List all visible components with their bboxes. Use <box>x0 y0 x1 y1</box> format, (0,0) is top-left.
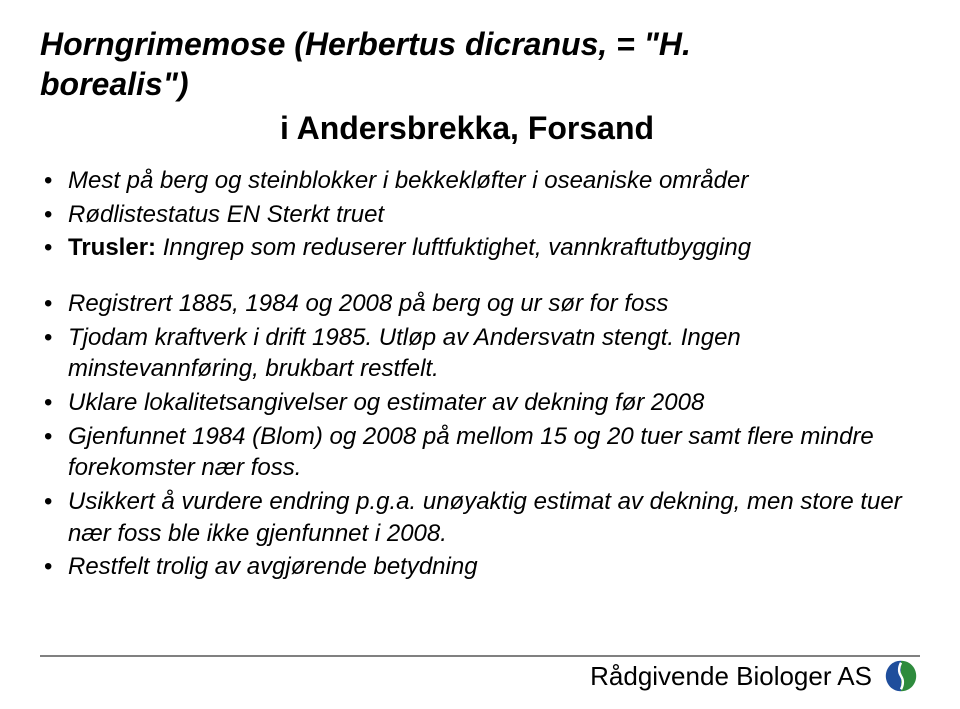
bullet-text: Restfelt trolig av avgjørende betydning <box>68 553 478 580</box>
list-item: Mest på berg og steinblokker i bekkekløf… <box>68 165 920 197</box>
bullet-text: Uklare lokalitetsangivelser og estimater… <box>68 389 704 416</box>
list-item: Gjenfunnet 1984 (Blom) og 2008 på mellom… <box>68 421 920 484</box>
bullet-text: Tjodam kraftverk i drift 1985. Utløp av … <box>68 324 741 383</box>
list-item: Trusler: Inngrep som reduserer luftfukti… <box>68 232 920 264</box>
list-item: Rødlistestatus EN Sterkt truet <box>68 199 920 231</box>
list-item: Uklare lokalitetsangivelser og estimater… <box>68 387 920 419</box>
bullet-list: Mest på berg og steinblokker i bekkekløf… <box>40 165 920 583</box>
title-line-2: borealis") <box>40 66 189 102</box>
list-item: Usikkert å vurdere endring p.g.a. unøyak… <box>68 486 920 549</box>
bullet-text: Usikkert å vurdere endring p.g.a. unøyak… <box>68 488 902 547</box>
company-logo-icon <box>882 657 920 695</box>
slide: Horngrimemose (Herbertus dicranus, = "H.… <box>0 0 960 709</box>
slide-title: Horngrimemose (Herbertus dicranus, = "H.… <box>40 24 920 104</box>
bullet-text: Rødlistestatus EN Sterkt truet <box>68 201 384 228</box>
bullet-text: Gjenfunnet 1984 (Blom) og 2008 på mellom… <box>68 423 874 482</box>
bullet-label: Trusler: <box>68 234 156 261</box>
bullet-text: Registrert 1885, 1984 og 2008 på berg og… <box>68 290 668 317</box>
footer-text: Rådgivende Biologer AS <box>590 661 872 692</box>
list-item: Tjodam kraftverk i drift 1985. Utløp av … <box>68 322 920 385</box>
bullet-text: Mest på berg og steinblokker i bekkekløf… <box>68 167 748 194</box>
list-item: Restfelt trolig av avgjørende betydning <box>68 551 920 583</box>
list-item: Registrert 1885, 1984 og 2008 på berg og… <box>68 288 920 320</box>
title-line-1: Horngrimemose (Herbertus dicranus, = "H. <box>40 26 691 62</box>
bullet-text: Inngrep som reduserer luftfuktighet, van… <box>156 234 751 261</box>
slide-subtitle: i Andersbrekka, Forsand <box>280 110 920 147</box>
footer: Rådgivende Biologer AS <box>590 657 920 695</box>
